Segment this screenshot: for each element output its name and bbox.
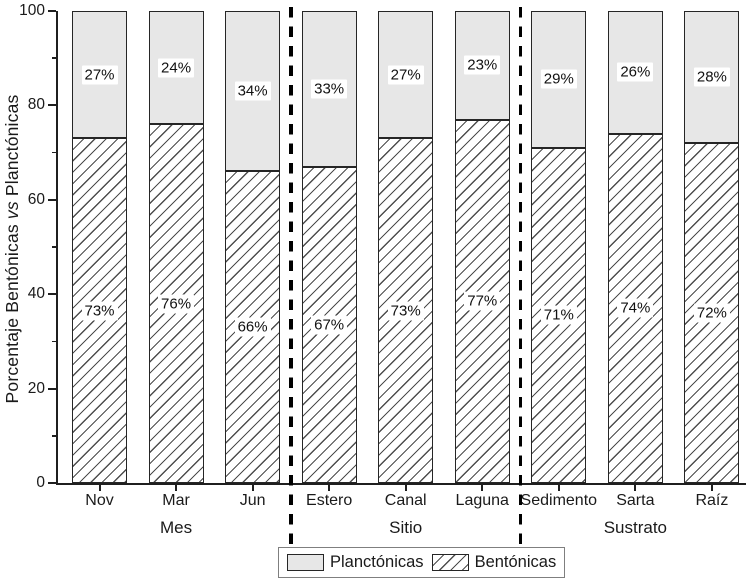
bar-Sedimento: 71% 29% bbox=[531, 11, 587, 483]
x-tick bbox=[404, 485, 407, 491]
hatch-swatch-icon bbox=[431, 554, 469, 571]
y-tick-label: 100 bbox=[19, 2, 45, 19]
y-tick-label: 0 bbox=[36, 474, 45, 491]
group-divider bbox=[518, 7, 523, 545]
legend-label: Bentónicas bbox=[474, 553, 557, 571]
x-tick-label-jun: Jun bbox=[239, 492, 266, 509]
x-tick-label-raíz: Raíz bbox=[695, 492, 729, 509]
bar-Estero: 67% 33% bbox=[301, 11, 357, 483]
x-tick-label-laguna: Laguna bbox=[455, 492, 509, 509]
solid-swatch-icon bbox=[287, 554, 324, 571]
y-axis-line bbox=[56, 11, 58, 485]
value-label: 29% bbox=[540, 69, 577, 89]
y-tick-label: 80 bbox=[27, 96, 45, 114]
bar-Mar: 76% 24% bbox=[148, 11, 204, 483]
value-label: 71% bbox=[540, 305, 577, 325]
plot-area: 73% 27% 76% 24% 66% 34% 67% 33% 73% 27% 77% 23% 71% 2… bbox=[57, 11, 746, 483]
group-label-mes: Mes bbox=[159, 518, 193, 537]
x-tick-label-nov: Nov bbox=[85, 492, 114, 509]
value-label: 66% bbox=[234, 317, 271, 337]
legend-item-planctónicas: Planctónicas bbox=[287, 553, 424, 572]
y-major-tick bbox=[48, 10, 56, 12]
bar-Jun: 66% 34% bbox=[225, 11, 281, 483]
value-label: 77% bbox=[464, 291, 501, 311]
value-label: 76% bbox=[158, 294, 195, 314]
value-label: 34% bbox=[234, 81, 271, 101]
x-tick bbox=[98, 485, 101, 491]
x-tick-label-sarta: Sarta bbox=[616, 492, 655, 509]
x-tick bbox=[634, 485, 637, 491]
y-minor-tick bbox=[51, 151, 56, 154]
y-major-tick bbox=[48, 293, 56, 296]
value-label: 67% bbox=[311, 315, 348, 335]
x-tick bbox=[328, 485, 331, 491]
y-axis-title-pre: Porcentaje Bentónicas bbox=[2, 219, 22, 404]
segment-bentónicas bbox=[72, 138, 127, 483]
x-tick-label-mar: Mar bbox=[162, 492, 190, 509]
legend-label: Planctónicas bbox=[330, 553, 424, 571]
value-label: 28% bbox=[693, 67, 730, 87]
y-minor-tick bbox=[51, 340, 56, 343]
y-tick-label: 60 bbox=[27, 190, 45, 208]
x-tick bbox=[251, 485, 254, 491]
y-major-tick bbox=[48, 198, 56, 201]
bar-Canal: 73% 27% bbox=[378, 11, 434, 483]
legend-item-bentónicas: Bentónicas bbox=[431, 553, 557, 572]
value-label: 24% bbox=[158, 58, 195, 78]
y-minor-tick bbox=[51, 57, 56, 59]
y-major-tick bbox=[48, 104, 56, 107]
value-label: 23% bbox=[464, 55, 501, 75]
value-label: 33% bbox=[311, 79, 348, 99]
y-tick-label: 20 bbox=[27, 379, 45, 397]
x-tick bbox=[710, 485, 713, 491]
group-label-sitio: Sitio bbox=[389, 518, 423, 537]
value-label: 26% bbox=[617, 62, 654, 82]
value-label: 27% bbox=[81, 65, 118, 85]
value-label: 74% bbox=[617, 298, 654, 318]
group-label-sustrato: Sustrato bbox=[603, 518, 667, 537]
value-label: 27% bbox=[387, 65, 424, 85]
x-tick bbox=[481, 485, 484, 491]
segment-bentónicas bbox=[607, 133, 663, 483]
x-tick-label-estero: Estero bbox=[306, 492, 353, 509]
bar-Raíz: 72% 28% bbox=[684, 11, 740, 483]
x-tick bbox=[557, 485, 560, 491]
y-major-tick bbox=[48, 482, 56, 484]
x-tick bbox=[175, 485, 178, 491]
x-tick-label-canal: Canal bbox=[384, 492, 427, 509]
y-axis-title: Porcentaje Bentónicas vs Planctónicas bbox=[2, 13, 28, 485]
bar-Nov: 73% 27% bbox=[72, 11, 127, 483]
y-minor-tick bbox=[51, 435, 56, 437]
value-label: 73% bbox=[387, 301, 424, 321]
x-tick-label-sedimento: Sedimento bbox=[520, 492, 598, 509]
legend: Planctónicas Bentónicas bbox=[278, 547, 566, 578]
y-minor-tick bbox=[51, 246, 56, 248]
y-tick-label: 40 bbox=[27, 285, 45, 303]
bar-Laguna: 77% 23% bbox=[454, 11, 510, 483]
x-axis-line bbox=[56, 483, 746, 485]
bar-Sarta: 74% 26% bbox=[607, 11, 663, 483]
y-major-tick bbox=[48, 387, 56, 390]
value-label: 73% bbox=[81, 301, 118, 321]
segment-bentónicas bbox=[225, 171, 281, 483]
group-divider bbox=[289, 7, 293, 545]
value-label: 72% bbox=[693, 303, 730, 323]
